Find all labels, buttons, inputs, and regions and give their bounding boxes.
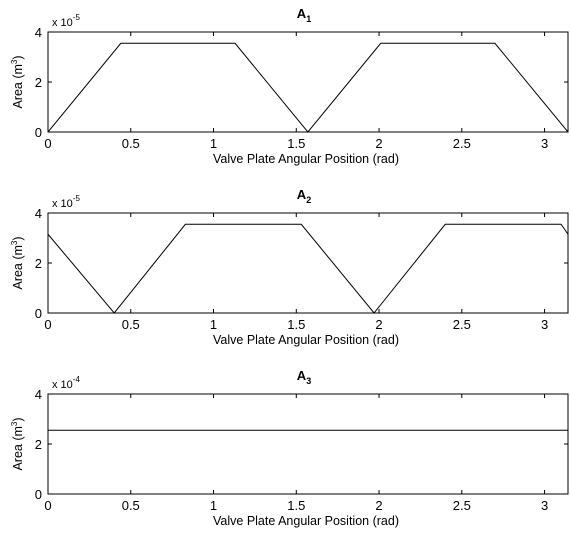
series-line-1 <box>47 223 569 314</box>
y-exponent-base: x 10 <box>52 379 73 391</box>
title-subscript: 1 <box>306 14 311 24</box>
y-exponent-label: x 10-5 <box>52 13 80 29</box>
x-tick-label: 1.5 <box>287 498 305 513</box>
y-axis-label-text: Area (m <box>11 245 25 289</box>
y-tick-label: 4 <box>35 206 42 221</box>
x-tick-label: 3 <box>541 498 548 513</box>
x-tick-label: 2 <box>375 136 382 151</box>
y-exponent-label: x 10-4 <box>52 375 80 391</box>
y-tick-label: 0 <box>35 487 42 502</box>
x-tick-label: 0 <box>44 317 51 332</box>
x-axis-label: Valve Plate Angular Position (rad) <box>213 514 399 528</box>
y-tick-label: 4 <box>35 387 42 402</box>
y-axis-label: Area (m3) <box>10 417 25 470</box>
y-tick-label: 0 <box>35 306 42 321</box>
y-axis-label-sup: 3 <box>10 421 19 426</box>
x-tick-label: 2.5 <box>453 498 471 513</box>
axes-frame <box>47 393 569 495</box>
y-axis-label-close: ) <box>11 236 25 240</box>
series-line-1 <box>47 42 569 133</box>
x-tick-label: 0.5 <box>122 136 140 151</box>
x-tick-label: 0.5 <box>122 498 140 513</box>
y-exponent-label: x 10-5 <box>52 194 80 210</box>
axes-frame <box>47 212 569 314</box>
x-tick-label: 2.5 <box>453 136 471 151</box>
y-tick-label: 2 <box>35 256 42 271</box>
x-tick-label: 0 <box>44 136 51 151</box>
y-exponent-value: -4 <box>73 375 81 384</box>
y-axis-label-close: ) <box>11 417 25 421</box>
x-tick-label: 1 <box>210 498 217 513</box>
y-axis-label-text: Area (m <box>11 426 25 470</box>
x-tick-label: 2.5 <box>453 317 471 332</box>
y-tick-label: 2 <box>35 75 42 90</box>
x-tick-label: 0.5 <box>122 317 140 332</box>
y-tick-label: 2 <box>35 437 42 452</box>
x-tick-label: 1.5 <box>287 317 305 332</box>
title-subscript: 2 <box>306 195 311 205</box>
x-tick-label: 3 <box>541 317 548 332</box>
title-main: A <box>297 368 307 383</box>
x-tick-label: 1 <box>210 136 217 151</box>
x-axis-label: Valve Plate Angular Position (rad) <box>213 333 399 347</box>
y-axis-label-text: Area (m <box>11 64 25 108</box>
x-axis-label: Valve Plate Angular Position (rad) <box>213 152 399 166</box>
y-exponent-value: -5 <box>73 194 81 203</box>
y-exponent-base: x 10 <box>52 17 73 29</box>
title-main: A <box>297 6 307 21</box>
y-axis-label-sup: 3 <box>10 240 19 245</box>
axes-frame <box>47 31 569 133</box>
x-tick-label: 2 <box>375 317 382 332</box>
y-exponent-value: -5 <box>73 13 81 22</box>
y-exponent-base: x 10 <box>52 198 73 210</box>
y-axis-label-sup: 3 <box>10 59 19 64</box>
subplot-title: A2 <box>297 187 311 205</box>
x-tick-label: 1 <box>210 317 217 332</box>
x-tick-label: 3 <box>541 136 548 151</box>
y-axis-label: Area (m3) <box>10 55 25 108</box>
title-main: A <box>297 187 307 202</box>
y-axis-label: Area (m3) <box>10 236 25 289</box>
x-tick-label: 2 <box>375 498 382 513</box>
x-tick-label: 0 <box>44 498 51 513</box>
y-tick-label: 0 <box>35 125 42 140</box>
title-subscript: 3 <box>306 376 311 386</box>
subplot-title: A1 <box>297 6 311 24</box>
subplot-title: A3 <box>297 368 311 386</box>
y-axis-label-close: ) <box>11 55 25 59</box>
y-tick-label: 4 <box>35 25 42 40</box>
x-tick-label: 1.5 <box>287 136 305 151</box>
